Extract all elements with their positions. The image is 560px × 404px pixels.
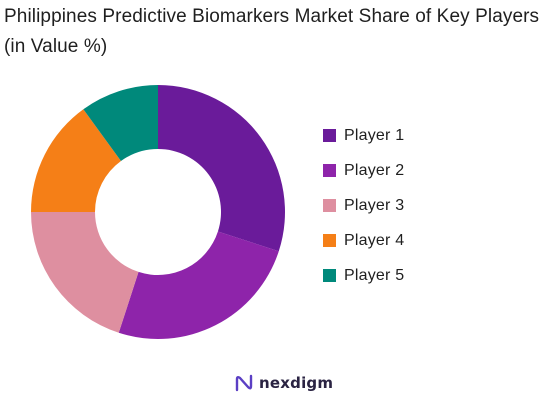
legend-item-player-5[interactable]: Player 5	[323, 258, 404, 293]
legend-swatch-player-2	[323, 164, 336, 177]
chart-title: Philippines Predictive Biomarkers Market…	[4, 6, 540, 57]
legend-swatch-player-1	[323, 129, 336, 142]
donut-slice-player-1[interactable]	[158, 85, 285, 252]
nexdigm-logo-icon	[235, 374, 253, 392]
legend-label-player-2: Player 2	[344, 161, 405, 179]
legend-item-player-4[interactable]: Player 4	[323, 223, 404, 258]
donut-slices	[31, 85, 285, 339]
legend-item-player-2[interactable]: Player 2	[323, 153, 404, 188]
legend-swatch-player-4	[323, 234, 336, 247]
legend-item-player-1[interactable]: Player 1	[323, 118, 404, 153]
donut-slice-player-5[interactable]	[83, 85, 158, 162]
nexdigm-logo[interactable]: nexdigm	[233, 372, 333, 394]
legend-label-player-1: Player 1	[344, 126, 405, 144]
legend-item-player-3[interactable]: Player 3	[323, 188, 404, 223]
legend-label-player-4: Player 4	[344, 231, 405, 249]
donut-slice-player-4[interactable]	[31, 109, 121, 212]
donut-slice-player-3[interactable]	[31, 212, 139, 333]
legend-swatch-player-5	[323, 269, 336, 282]
chart-legend: Player 1 Player 2 Player 3 Player 4 Play…	[323, 118, 404, 293]
legend-label-player-3: Player 3	[344, 196, 405, 214]
legend-swatch-player-3	[323, 199, 336, 212]
logo-text: nexdigm	[259, 374, 334, 392]
donut-slice-player-2[interactable]	[118, 231, 279, 339]
legend-label-player-5: Player 5	[344, 266, 405, 284]
